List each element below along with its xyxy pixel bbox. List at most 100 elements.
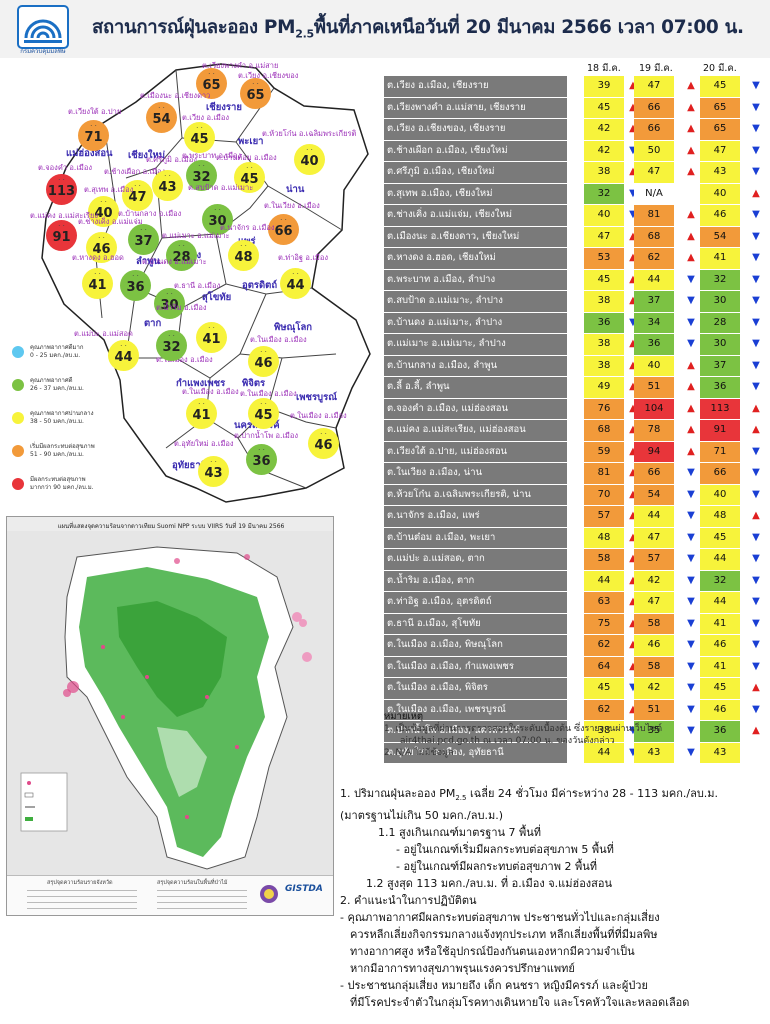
trend-down-icon: ▼ [629,682,637,693]
station-label: ต.สุเทพ อ.เมือง [84,185,134,194]
pm25-value: 43 [700,742,740,763]
trend-up-icon: ▲ [629,574,637,586]
station-marker: · · 66 [268,214,299,245]
province-label: เพชรบูรณ์ [296,392,338,403]
station-name: ต.เวียง อ.เชียงของ, เชียงราย [384,119,567,140]
trend-up-icon: ▲ [629,252,637,263]
table-row: ต.อุทัยใหม่ อ.เมือง, อุทัยธานี 44 ▼ 43 ▼ 43 [384,742,768,764]
trend-up-icon: ▲ [752,725,760,736]
table-row: ต.ช้างเผือก อ.เมือง, เชียงใหม่ 42 ▼ 50 ▲ 47 ▼ [384,140,768,162]
pm25-value: 62 [634,248,674,269]
table-row: ต.ในเมือง อ.เมือง, พิษณุโลก 62 ▲ 46 ▼ 46 ▼ [384,635,768,657]
trend-up-icon: ▲ [687,424,695,435]
pm25-value: 63 [584,592,624,613]
footer-left-title: สรุปจุดความร้อนรายจังหวัด [47,880,113,886]
station-label: ต.เวียง อ.เมือง [182,113,230,122]
trend-down-icon: ▼ [752,596,760,607]
legend-item: คุณภาพอากาศดี 26 - 37 มคก./ลบ.ม. [10,376,110,409]
trend-up-icon: ▲ [752,187,760,199]
pm25-value: 48 [584,527,624,548]
station-name: ต.บ้านต๋อม อ.เมือง, พะเยา [384,527,567,548]
table-header: 18 มี.ค. 19 มี.ค. 20 มี.ค. [384,58,768,76]
trend-down-icon: ▼ [752,230,760,242]
province-label: พะเยา [238,136,264,147]
pm25-value: 68 [634,226,674,247]
pm25-value: 58 [584,549,624,570]
trend-up-icon: ▲ [752,682,760,693]
pm25-value: 44 [700,592,740,613]
trend-down-icon: ▼ [687,338,695,349]
station-label: ต.ช่างเคิ่ง อ.แม่แจ่ม [78,217,143,226]
station-name: ต.หางดง อ.ฮอด, เชียงใหม่ [384,248,567,269]
table-row: ต.น้ำริม อ.เมือง, ตาก 44 ▲ 42 ▼ 32 ▼ [384,570,768,592]
forest-area-map [7,531,333,875]
table-row: ต.บ้านต๋อม อ.เมือง, พะเยา 48 ▲ 47 ▼ 45 ▼ [384,527,768,549]
trend-up-icon: ▲ [629,703,637,715]
trend-down-icon: ▼ [752,144,760,156]
station-name: ต.แม่คง อ.แม่สะเรียง, แม่ฮ่องสอน [384,420,567,441]
trend-down-icon: ▼ [752,359,760,371]
station-marker: · · 43 [152,170,183,201]
gistda-logo: GISTDA [285,884,323,894]
pm25-value: 45 [584,678,624,699]
station-marker: · · 65 [240,78,271,109]
table-row: ต.ห้วยโก๋น อ.เฉลิมพระเกียรติ, น่าน 70 ▲ 54 ▼… [384,484,768,506]
station-name: ต.บ้านดง อ.แม่เมาะ, ลำปาง [384,312,567,333]
legend-swatch [12,346,24,358]
trend-down-icon: ▼ [629,144,637,156]
pm25-value: 53 [584,248,624,269]
summary-bullet: - อยู่ในเกณฑ์เริ่มมีผลกระทบต่อสุขภาพ 5 พ… [396,843,614,857]
advice-line: หากมีอาการทางสุขภาพรุนแรงควรปรึกษาแพทย์ [350,962,575,976]
pm25-value: 47 [634,76,674,97]
station-label: ต.ธานี อ.เมือง [174,281,221,290]
trend-up-icon: ▲ [687,445,695,457]
trend-up-icon: ▲ [629,596,637,607]
station-label: ต.ในเมือง อ.เมือง [290,411,347,420]
table-row: ต.เวียง อ.เมือง, เชียงราย 39 ▲ 47 ▲ 45 ▼ [384,76,768,98]
station-marker: · · 32 [186,160,217,191]
header: กรมควบคุมมลพิษ สถานการณ์ฝุ่นละออง PM2.5พ… [0,0,770,58]
province-label: อุตรดิตถ์ [242,280,278,291]
trend-down-icon: ▼ [752,123,760,134]
trend-down-icon: ▼ [687,617,695,629]
trend-up-icon: ▲ [629,359,637,371]
trend-up-icon: ▲ [629,639,637,650]
trend-up-icon: ▲ [629,424,637,435]
station-marker: · · 44 [108,340,139,371]
summary-point-1: 1. ปริมาณฝุ่นละออง PM2.5 เฉลี่ย 24 ชั่วโ… [340,787,719,803]
station-marker: · · 45 [184,122,215,153]
station-name: ต.สุเทพ อ.เมือง, เชียงใหม่ [384,183,567,204]
pm25-value: 46 [700,699,740,720]
station-marker: · · 30 [202,204,233,235]
trend-down-icon: ▼ [752,617,760,629]
pm25-value: 65 [700,119,740,140]
pm25-value: 68 [584,420,624,441]
station-marker: · · 46 [248,346,279,377]
trend-down-icon: ▼ [687,746,695,758]
legend-swatch [12,478,24,490]
pm25-value: 32 [700,269,740,290]
trend-up-icon: ▲ [629,101,637,113]
station-label: ต.ในเมือง อ.เมือง [182,387,239,396]
station-name: ต.ในเมือง อ.เมือง, เพชรบูรณ์ [384,699,567,720]
pm25-value: 66 [634,97,674,118]
trend-up-icon: ▲ [629,467,637,478]
trend-down-icon: ▼ [629,316,637,328]
pm25-value: 38 [584,162,624,183]
pm25-value: 91 [700,420,740,441]
legend-item: คุณภาพอากาศดีมาก 0 - 25 มคก./ลบ.ม. [10,343,110,376]
pm25-value: 76 [584,398,624,419]
station-label: ต.เวียงใต้ อ.ปาย [68,107,122,116]
pm25-value: 46 [634,635,674,656]
pm25-value: 75 [584,613,624,634]
station-label: ต.สบป้าด อ.แม่เมาะ [188,183,254,192]
pm25-value: 46 [700,205,740,226]
trend-up-icon: ▲ [687,402,695,414]
pm25-value: 44 [584,570,624,591]
legend-item: เริ่มมีผลกระทบต่อสุขภาพ 51 - 90 มคก./ลบ.ม… [10,442,110,475]
station-name: ต.อุทัยใหม่ อ.เมือง, อุทัยธานี [384,742,567,763]
table-row: ต.เวียง อ.เชียงของ, เชียงราย 42 ▲ 66 ▲ 65 ▼ [384,119,768,141]
province-label: แม่ฮ่องสอน [66,148,113,159]
trend-down-icon: ▼ [629,725,637,736]
trend-up-icon: ▲ [629,80,637,91]
